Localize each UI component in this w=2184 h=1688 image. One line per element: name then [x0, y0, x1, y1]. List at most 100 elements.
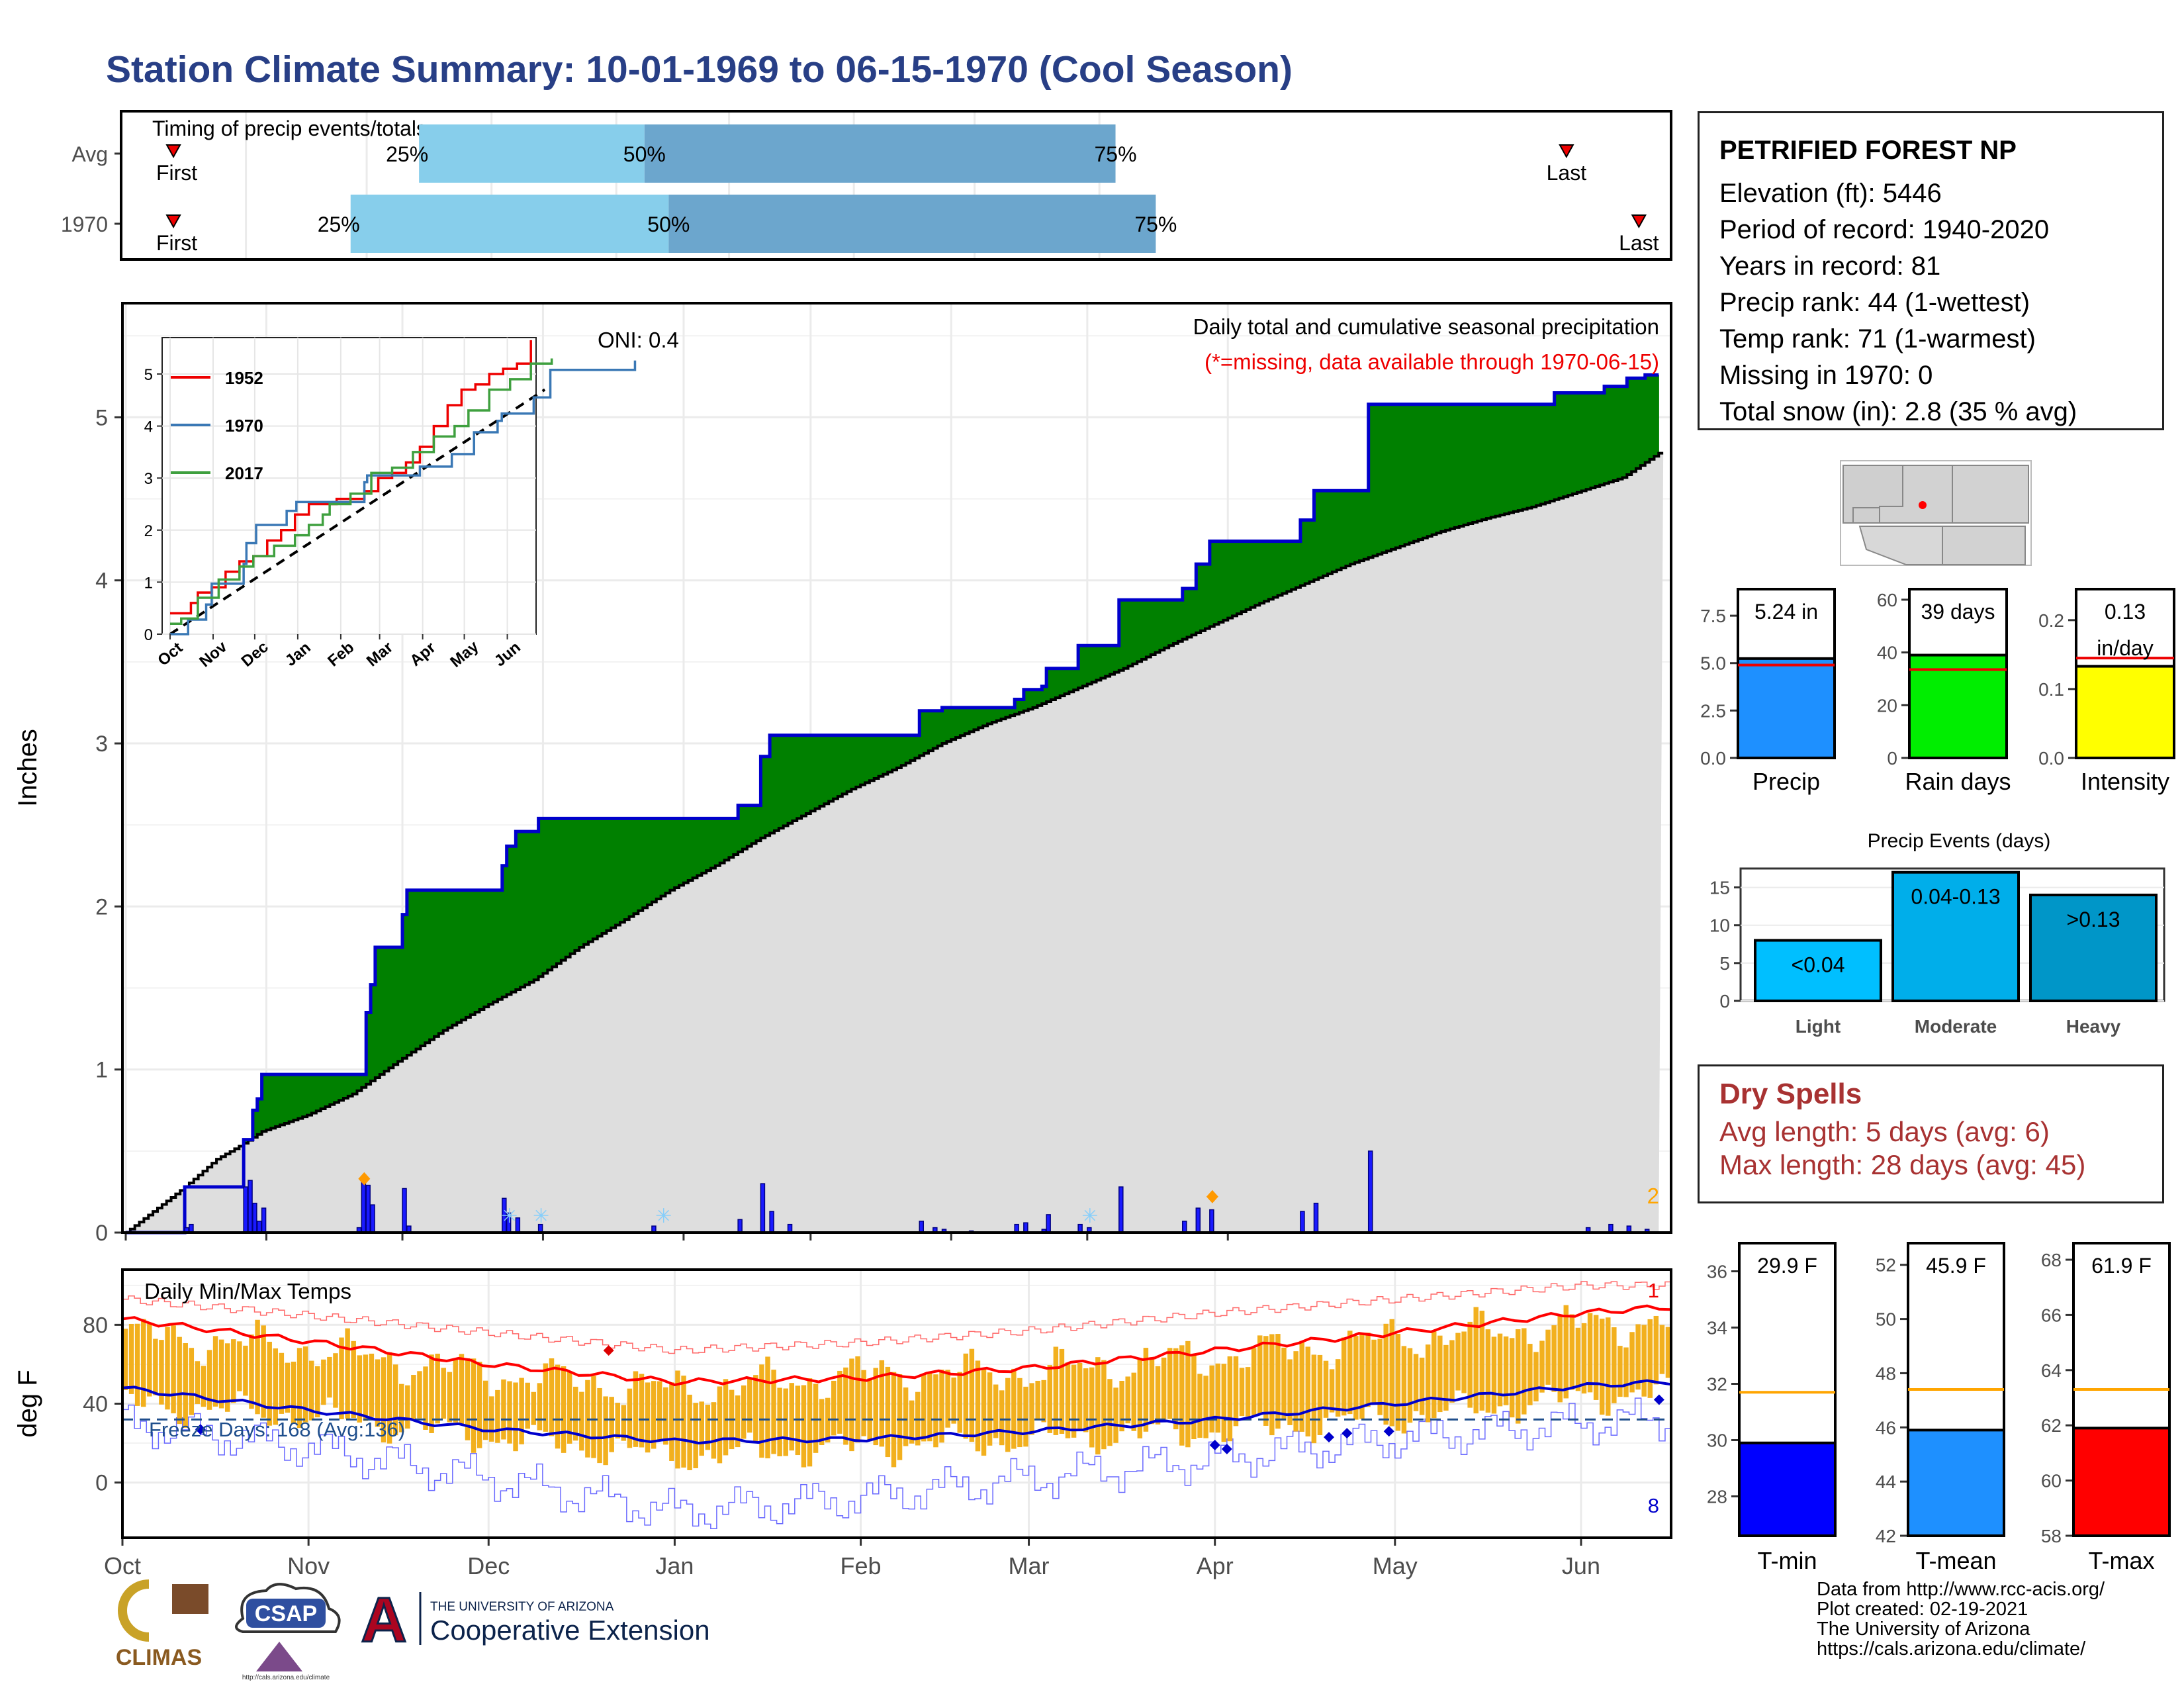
- precip-diff-band: [670, 818, 675, 890]
- precip-diff-band: [928, 710, 934, 751]
- precip-diff-band: [1051, 668, 1056, 700]
- temps-daily-bar: [759, 1364, 764, 1458]
- temps-daily-bar: [657, 1381, 662, 1440]
- temps-daily-bar: [147, 1324, 152, 1397]
- temps-daily-bar: [771, 1370, 776, 1454]
- temps-daily-bar: [134, 1323, 140, 1406]
- precip-diff-band: [1482, 404, 1487, 520]
- precip-diff-band: [724, 818, 730, 861]
- precip-diff-band: [416, 890, 422, 1049]
- map-state-new-mexico: [1942, 526, 2026, 565]
- temps-daily-bar: [1635, 1324, 1641, 1390]
- stat-ytick-label: 36: [1707, 1262, 1727, 1282]
- temps-record-high-line: [122, 1281, 1671, 1354]
- precip-diff-band: [991, 707, 997, 723]
- stat-ytick-label: 58: [2041, 1526, 2062, 1546]
- logos: CLIMAS CSAP http://cals.arizona.edu/clim…: [109, 1579, 710, 1681]
- temps-daily-bar: [212, 1336, 218, 1407]
- precip-diff-band: [1096, 645, 1101, 680]
- temps-daily-bar: [807, 1378, 813, 1467]
- precip-diff-band: [320, 1074, 326, 1109]
- precip-diff-band: [1128, 600, 1133, 667]
- precip-diff-band: [1101, 645, 1106, 679]
- temps-month-label: Oct: [104, 1552, 141, 1579]
- precip-diff-band: [1427, 404, 1433, 537]
- precip-diff-band: [1559, 393, 1564, 498]
- temps-daily-bar: [1533, 1352, 1539, 1402]
- precip-diff-band: [674, 818, 680, 888]
- precip-diff-band: [384, 947, 390, 1072]
- stat-value-label: 45.9 F: [1926, 1254, 1986, 1278]
- precip-diff-band: [874, 735, 880, 779]
- precip-diff-band: [1173, 600, 1179, 644]
- temps-daily-bar: [957, 1372, 962, 1433]
- precip-diff-band: [778, 735, 784, 829]
- temps-daily-bar: [1161, 1357, 1167, 1423]
- precip-daily-bar: [1023, 1222, 1028, 1233]
- inset-ytick-label: 5: [144, 366, 153, 384]
- precip-diff-band: [343, 1074, 349, 1099]
- precip-diff-band: [1400, 404, 1406, 547]
- temps-daily-bar: [1221, 1364, 1227, 1442]
- precip-diff-band: [1196, 564, 1201, 633]
- precip-diff-band: [1355, 491, 1360, 563]
- temps-daily-bar: [1395, 1334, 1401, 1431]
- temps-daily-bar: [1065, 1362, 1071, 1438]
- temps-daily-bar: [921, 1374, 927, 1442]
- temps-daily-bar: [1515, 1329, 1521, 1424]
- precip-diff-band: [1218, 541, 1224, 623]
- precip-diff-band: [406, 890, 412, 1056]
- temps-daily-bar: [717, 1386, 723, 1464]
- precip-daily-bar: [252, 1202, 257, 1233]
- precip-diff-band: [1590, 393, 1596, 489]
- precip-diff-band: [697, 818, 702, 876]
- temps-daily-bar: [351, 1340, 356, 1419]
- precip-diff-band: [1432, 404, 1437, 535]
- precip-diff-band: [901, 735, 907, 766]
- timing-last-marker: [1559, 144, 1574, 159]
- station-elevation: Elevation (ft): 5446: [1719, 179, 1942, 208]
- precip-diff-band: [792, 735, 797, 821]
- precip-ytick-label: 1: [95, 1058, 108, 1083]
- precip-diff-band: [1514, 404, 1519, 512]
- temps-record-low-marker: [1209, 1440, 1220, 1451]
- precip-diff-band: [805, 735, 811, 814]
- temps-daily-bar: [651, 1381, 657, 1449]
- events-category-label: Moderate: [1915, 1016, 1997, 1037]
- precip-diff-band: [1563, 393, 1569, 497]
- temps-daily-bar: [567, 1371, 572, 1444]
- precip-diff-band: [924, 710, 929, 753]
- stat-bar: [1738, 1441, 1837, 1537]
- temps-month-label: Apr: [1197, 1552, 1234, 1579]
- csap-badge: [246, 1599, 326, 1628]
- precip-diff-band: [842, 735, 848, 794]
- tmin-chart: 28 30 32 34 36 29.9 F T-min: [1707, 1242, 1837, 1574]
- precip-diff-band: [592, 818, 598, 939]
- climas-logo: CLIMAS: [109, 1579, 208, 1670]
- precip-diff-band: [1201, 564, 1206, 631]
- precip-diff-band: [1486, 404, 1492, 519]
- temps-daily-bar: [459, 1354, 465, 1425]
- precip-diff-band: [1010, 707, 1015, 716]
- temps-daily-bar: [165, 1327, 170, 1410]
- precip-diff-band: [1463, 404, 1469, 525]
- precip-orange-marker: [358, 1172, 371, 1186]
- temps-daily-bar: [495, 1389, 500, 1443]
- stat-bar: [2075, 665, 2175, 759]
- precip-diff-band: [1246, 541, 1251, 610]
- temps-daily-bar: [417, 1371, 422, 1419]
- precip-diff-band: [1617, 386, 1623, 479]
- temps-daily-bar: [789, 1383, 795, 1451]
- precip-diff-band: [543, 818, 548, 974]
- events-bar: [1754, 939, 1882, 1002]
- temps-record-low-marker: [1221, 1443, 1232, 1454]
- precip-diff-band: [561, 818, 567, 961]
- precip-diff-band: [1160, 600, 1165, 651]
- precip-diff-band: [1581, 393, 1587, 491]
- temps-daily-bar: [993, 1384, 999, 1438]
- temps-daily-bar: [621, 1405, 627, 1441]
- precip-diff-band: [452, 890, 457, 1025]
- stat-ytick-label: 50: [1876, 1309, 1896, 1330]
- stat-ytick-label: 0.0: [2038, 748, 2064, 769]
- inset-legend-label: 1970: [225, 416, 263, 436]
